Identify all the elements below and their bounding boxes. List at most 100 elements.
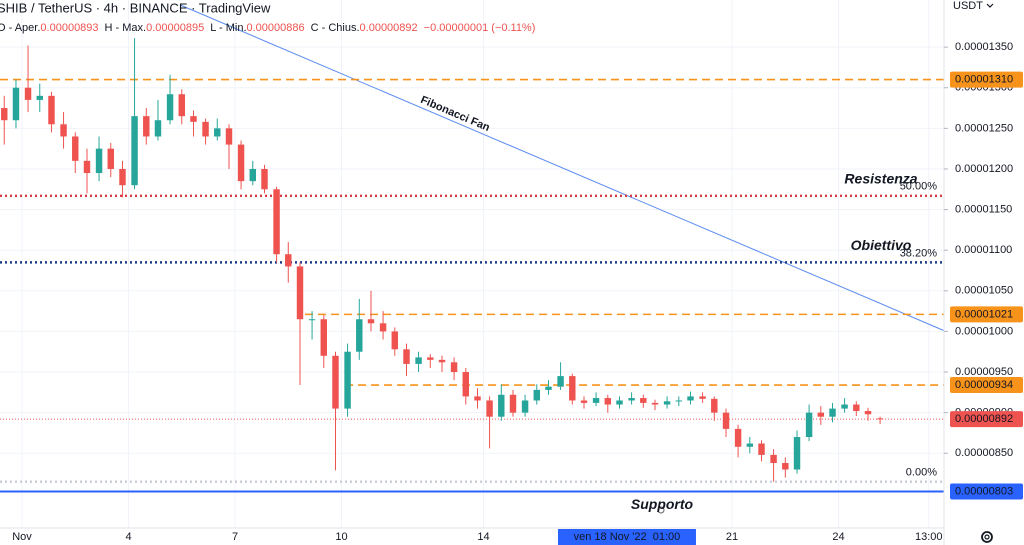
candle-body — [415, 357, 422, 364]
candle-body — [770, 454, 777, 464]
price-tag — [950, 71, 1023, 88]
fib-percent: 0.00% — [906, 467, 937, 479]
crosshair-label: ven 18 Nov '22 01:00 — [574, 531, 681, 543]
crosshair-tag — [557, 529, 696, 545]
candle-body — [864, 411, 872, 415]
price-tag-label: 0.00001310 — [955, 74, 1013, 86]
candle-body — [722, 412, 730, 429]
candle-body — [273, 189, 280, 255]
y-tick-label: 0.00001050 — [955, 285, 1013, 297]
x-tick-label: 21 — [726, 531, 738, 543]
candle-body — [60, 124, 67, 137]
candle-body — [876, 418, 884, 420]
candle-body — [261, 168, 268, 190]
candle-body — [332, 355, 339, 409]
candle-body — [143, 116, 150, 137]
candle-body — [154, 120, 162, 137]
candle-body — [285, 254, 292, 267]
candle-body — [190, 116, 197, 122]
candle-body — [367, 319, 375, 324]
candle-body — [36, 95, 43, 100]
level-name: Supporto — [631, 496, 694, 512]
x-tick-label: 10 — [335, 531, 347, 543]
currency-chevron[interactable] — [986, 3, 994, 8]
candle-body — [829, 408, 836, 417]
currency[interactable]: USDT — [953, 0, 983, 12]
fib-fan-line — [179, 4, 945, 332]
candle-body — [178, 94, 185, 117]
candle-body — [131, 116, 138, 186]
x-tick-label: 14 — [477, 531, 489, 543]
candle-body — [486, 400, 493, 417]
candle-body — [699, 396, 706, 399]
candle-body — [72, 136, 79, 161]
candle-body — [202, 121, 209, 137]
settings-icon[interactable] — [981, 531, 993, 543]
ohlc-value: 0.00000892 — [360, 22, 418, 34]
price-tag — [950, 411, 1023, 428]
ohlc-legend: O - Aper.0.00000893 H - Max.0.00000895 L -… — [0, 22, 535, 34]
price-tag-label: 0.00000934 — [955, 379, 1013, 391]
candle-body — [225, 128, 233, 145]
candle-body — [249, 168, 256, 182]
candle-body — [83, 160, 91, 174]
price-tag-label: 0.00000892 — [955, 413, 1013, 425]
candle-body — [711, 398, 718, 413]
candle-body — [166, 94, 174, 121]
candle-body — [746, 443, 754, 447]
y-tick-label: 0.00001250 — [955, 122, 1013, 134]
candle-body — [592, 398, 600, 403]
candle-body — [320, 319, 328, 356]
candle-body — [853, 404, 860, 412]
candle-body — [509, 394, 517, 413]
ohlc-value: 0.00000893 — [40, 22, 98, 34]
gear[interactable] — [981, 531, 993, 543]
y-tick-label: 0.00001350 — [955, 41, 1013, 53]
y-tick-label: 0.00001150 — [955, 203, 1012, 215]
candle-body — [651, 402, 659, 405]
candle-body — [107, 148, 114, 169]
candle-body — [427, 357, 434, 360]
fib-percent: 38.20% — [900, 247, 938, 259]
ohlc-change: −0.00000001 (−0.11%) — [424, 22, 536, 34]
x-tick-label: 4 — [125, 531, 131, 543]
y-tick-label: 0.00000950 — [955, 366, 1013, 378]
price-tag — [950, 483, 1023, 500]
candle-body — [474, 396, 481, 401]
y-tick-label: 0.00000850 — [955, 447, 1013, 459]
candle-body — [687, 396, 694, 401]
candle-body — [308, 319, 316, 321]
candle-body — [628, 398, 635, 401]
y-tick-label: 0.00001100 — [955, 244, 1012, 256]
level-name: Obiettivo — [851, 237, 912, 253]
candle-body — [356, 319, 363, 352]
candle-body — [344, 351, 351, 409]
candle-body — [545, 386, 552, 390]
price-tag-label: 0.00001021 — [955, 308, 1013, 320]
candle-body — [296, 266, 304, 320]
ohlc-value: 0.00000895 — [146, 22, 204, 34]
y-tick-label: 0.00001000 — [955, 325, 1013, 337]
candle-body — [569, 376, 576, 401]
candle-body — [119, 168, 126, 186]
x-tick-label: 24 — [832, 531, 844, 543]
candle-body — [214, 128, 221, 137]
gear-center[interactable] — [984, 534, 990, 540]
candle-body — [663, 401, 671, 405]
candle-body — [793, 437, 801, 470]
ohlc-label: C - Chius. — [311, 22, 360, 34]
candle-body — [403, 349, 410, 364]
candle-body — [95, 148, 103, 174]
fib-percent: 50.00% — [900, 181, 938, 193]
candle-body — [805, 412, 813, 438]
candle-body — [450, 362, 458, 373]
candle-body — [237, 144, 245, 182]
ohlc-value: 0.00000886 — [247, 22, 305, 34]
candle-body — [841, 404, 848, 409]
price-tag-label: 0.00000803 — [955, 485, 1013, 497]
candle-body — [48, 95, 55, 125]
candle-body — [391, 331, 399, 350]
candle-body — [580, 400, 588, 403]
